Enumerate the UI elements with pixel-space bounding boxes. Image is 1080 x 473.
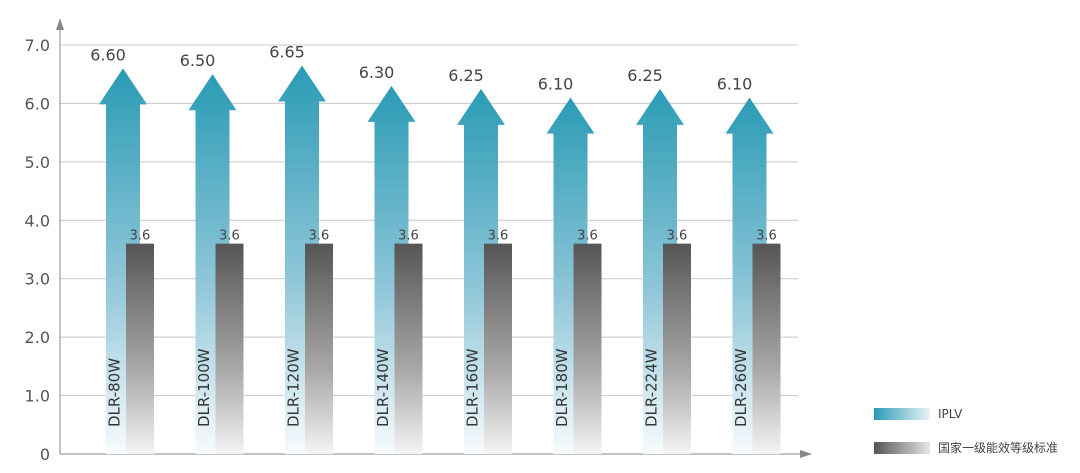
y-tick-label: 3.0 — [25, 270, 50, 289]
y-tick-label: 2.0 — [25, 328, 50, 347]
y-axis-ticks: 0 1.0 2.0 3.0 4.0 5.0 6.0 7.0 — [25, 36, 50, 464]
standard-bar — [752, 243, 781, 454]
iplv-value-label: 6.30 — [359, 63, 395, 82]
standard-bar — [305, 243, 333, 454]
bars: 6.60 3.6 DLR-80W 6.50 3.6 DLR-100W 6.65 3.6 DLR-… — [90, 42, 781, 455]
standard-value-label: 3.6 — [756, 229, 777, 244]
legend: IPLV 国家一级能效等级标准 — [874, 407, 1058, 455]
y-tick-label: 1.0 — [25, 387, 50, 406]
iplv-value-label: 6.10 — [538, 75, 574, 94]
standard-value-label: 3.6 — [577, 229, 598, 244]
legend-swatch-iplv — [874, 408, 930, 420]
y-axis-arrowhead — [56, 18, 64, 30]
grid — [60, 44, 798, 397]
standard-value-label: 3.6 — [309, 229, 330, 244]
iplv-value-label: 6.60 — [90, 45, 126, 64]
legend-swatch-standard — [874, 442, 930, 454]
standard-value-label: 3.6 — [488, 229, 509, 244]
category-label: DLR-120W — [285, 348, 303, 427]
iplv-value-label: 6.50 — [180, 51, 216, 70]
category-label: DLR-224W — [643, 348, 661, 427]
category-label: DLR-160W — [464, 348, 482, 427]
category-label: DLR-80W — [106, 358, 124, 427]
standard-value-label: 3.6 — [667, 229, 688, 244]
iplv-value-label: 6.25 — [627, 66, 663, 85]
y-tick-label: 5.0 — [25, 153, 50, 172]
category-label: DLR-260W — [732, 348, 750, 427]
standard-bar — [215, 243, 244, 454]
category-label: DLR-180W — [553, 348, 571, 427]
standard-value-label: 3.6 — [219, 229, 240, 244]
y-tick-label: 4.0 — [25, 211, 50, 230]
standard-value-label: 3.6 — [130, 229, 151, 244]
x-axis-arrowhead — [800, 450, 812, 458]
y-tick-label: 6.0 — [25, 94, 50, 113]
legend-label-standard: 国家一级能效等级标准 — [938, 440, 1058, 455]
iplv-value-label: 6.10 — [717, 75, 753, 94]
standard-bar — [663, 243, 691, 454]
legend-label-iplv: IPLV — [938, 407, 963, 421]
standard-bar — [126, 243, 154, 454]
y-tick-label: 7.0 — [25, 36, 50, 55]
standard-bar — [394, 243, 423, 454]
iplv-value-label: 6.25 — [448, 66, 484, 85]
category-label: DLR-100W — [195, 348, 213, 427]
category-label: DLR-140W — [374, 348, 392, 427]
iplv-value-label: 6.65 — [269, 42, 305, 61]
y-tick-label: 0 — [40, 445, 50, 464]
standard-value-label: 3.6 — [398, 229, 419, 244]
standard-bar — [484, 243, 512, 454]
standard-bar — [573, 243, 602, 454]
